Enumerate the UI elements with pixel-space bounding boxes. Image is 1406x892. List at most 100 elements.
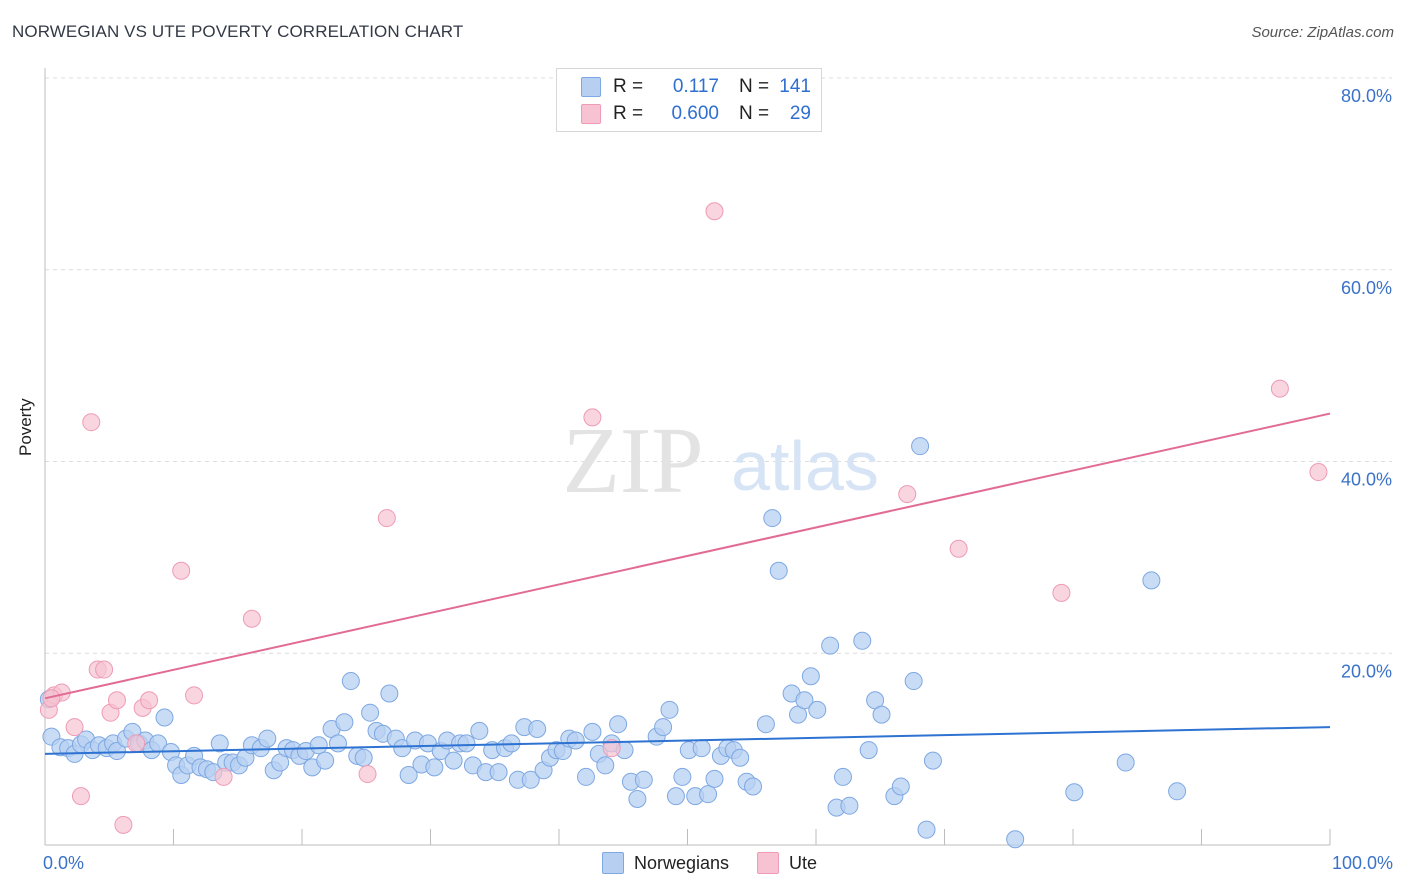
point-norwegians (628, 789, 647, 808)
point-norwegians (833, 767, 852, 786)
point-norwegians (1065, 783, 1084, 802)
point-norwegians (335, 713, 354, 732)
watermark-zip: ZIP (563, 409, 704, 513)
point-ute (1270, 379, 1289, 398)
point-norwegians (666, 787, 685, 806)
point-norwegians (821, 636, 840, 655)
point-norwegians (801, 667, 820, 686)
y-axis-label: Poverty (16, 398, 35, 456)
point-norwegians (769, 561, 788, 580)
legend-r-value: 0.117 (672, 76, 719, 97)
point-norwegians (309, 736, 328, 755)
legend-r-label: R = (613, 76, 644, 97)
point-norwegians (583, 722, 602, 741)
point-norwegians (1116, 753, 1135, 772)
point-norwegians (566, 731, 585, 750)
y-tick-label: 60.0% (1341, 278, 1392, 298)
point-norwegians (470, 721, 489, 740)
source-label: Source: ZipAtlas.com (1251, 24, 1394, 41)
trend-line-norwegians (44, 726, 1331, 755)
point-norwegians (328, 734, 347, 753)
legend-label-norwegians: Norwegians (634, 852, 730, 873)
chart-title: NORWEGIAN VS UTE POVERTY CORRELATION CHA… (12, 22, 464, 41)
point-ute (602, 739, 621, 758)
point-norwegians (361, 703, 380, 722)
point-ute (185, 686, 204, 705)
y-tick-label: 40.0% (1341, 470, 1392, 490)
legend-item-ute[interactable]: Ute (757, 852, 817, 874)
point-norwegians (917, 820, 936, 839)
point-ute (114, 815, 133, 834)
watermark-atlas: atlas (731, 427, 879, 505)
point-norwegians (1006, 830, 1025, 849)
point-ute (95, 660, 114, 679)
legend-n-label: N = (739, 103, 770, 124)
legend-n-label: N = (739, 76, 770, 97)
legend-swatch-norwegians (602, 852, 624, 874)
legend-r-label: R = (613, 103, 644, 124)
point-ute (1309, 463, 1328, 482)
y-tick-label: 20.0% (1341, 661, 1392, 681)
point-norwegians (744, 777, 763, 796)
gridlines (45, 77, 1392, 654)
point-ute (705, 202, 724, 221)
x-tick-label: 0.0% (43, 853, 84, 873)
point-ute (140, 691, 159, 710)
point-norwegians (923, 751, 942, 770)
legend-row-norwegians: R = 0.117 N = 141 (581, 76, 811, 98)
point-norwegians (808, 700, 827, 719)
point-norwegians (904, 672, 923, 691)
point-norwegians (699, 785, 718, 804)
stats-legend: R = 0.117 N = 141 R = 0.600 N = 29 (556, 68, 822, 132)
point-norwegians (596, 756, 615, 775)
y-tick-label: 80.0% (1341, 86, 1392, 106)
point-ute (107, 691, 126, 710)
point-norwegians (380, 684, 399, 703)
point-norwegians (654, 718, 673, 737)
point-norwegians (521, 770, 540, 789)
point-ute (898, 485, 917, 504)
point-norwegians (354, 748, 373, 767)
point-ute (127, 734, 146, 753)
point-norwegians (891, 777, 910, 796)
point-norwegians (316, 751, 335, 770)
point-norwegians (731, 748, 750, 767)
point-norwegians (399, 766, 418, 785)
point-ute (82, 413, 101, 432)
legend-swatch-ute (581, 104, 601, 124)
point-ute (242, 609, 261, 628)
point-norwegians (444, 751, 463, 770)
x-tick-label: 100.0% (1332, 853, 1393, 873)
series-norwegians-points (39, 437, 1187, 849)
tick-labels: 20.0% 40.0% 60.0% 80.0% 0.0% 100.0% (43, 86, 1393, 873)
point-norwegians (660, 700, 679, 719)
point-ute (1052, 583, 1071, 602)
series-ute-points (39, 202, 1328, 834)
point-norwegians (1168, 782, 1187, 801)
point-norwegians (1142, 571, 1161, 590)
point-norwegians (634, 770, 653, 789)
trend-lines (44, 412, 1331, 755)
point-norwegians (911, 437, 930, 456)
legend-row-ute: R = 0.600 N = 29 (581, 103, 811, 125)
point-norwegians (872, 705, 891, 724)
point-norwegians (576, 767, 595, 786)
legend-n-value: 29 (789, 103, 811, 124)
point-norwegians (210, 734, 229, 753)
point-norwegians (258, 729, 277, 748)
point-norwegians (155, 708, 174, 727)
legend-swatch-norwegians (581, 77, 601, 97)
point-norwegians (609, 715, 628, 734)
point-norwegians (840, 796, 859, 815)
point-norwegians (341, 672, 360, 691)
point-ute (65, 718, 84, 737)
point-norwegians (859, 741, 878, 760)
point-norwegians (528, 719, 547, 738)
legend-swatch-ute (757, 852, 780, 874)
legend-item-norwegians[interactable]: Norwegians (602, 852, 729, 874)
point-ute (377, 509, 396, 528)
point-ute (949, 539, 968, 558)
point-ute (71, 787, 90, 806)
point-norwegians (756, 715, 775, 734)
